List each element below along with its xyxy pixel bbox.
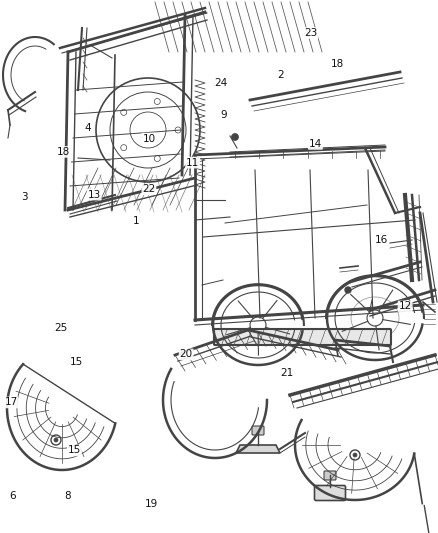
Text: 8: 8 [64, 491, 71, 500]
Text: 6: 6 [9, 491, 16, 500]
Text: 4: 4 [84, 123, 91, 133]
Text: 1: 1 [132, 216, 139, 226]
Text: 20: 20 [180, 350, 193, 359]
FancyBboxPatch shape [324, 471, 336, 480]
Text: 10: 10 [142, 134, 155, 143]
FancyBboxPatch shape [314, 486, 346, 500]
Text: 2: 2 [277, 70, 284, 79]
Text: 25: 25 [55, 323, 68, 333]
Text: 14: 14 [309, 139, 322, 149]
Circle shape [345, 287, 351, 293]
Text: 3: 3 [21, 192, 28, 202]
Circle shape [232, 133, 239, 141]
Text: 23: 23 [304, 28, 318, 38]
Text: 19: 19 [145, 499, 158, 508]
Circle shape [353, 453, 357, 457]
FancyBboxPatch shape [214, 329, 391, 345]
Text: 15: 15 [70, 358, 83, 367]
Text: 11: 11 [186, 158, 199, 167]
Text: 24: 24 [215, 78, 228, 87]
Circle shape [54, 438, 58, 442]
Text: 21: 21 [280, 368, 293, 378]
FancyBboxPatch shape [252, 426, 264, 435]
Text: 18: 18 [57, 147, 70, 157]
Text: 12: 12 [399, 302, 412, 311]
Text: 22: 22 [142, 184, 155, 194]
Text: 18: 18 [331, 59, 344, 69]
Text: 9: 9 [220, 110, 227, 119]
Polygon shape [236, 445, 280, 453]
Text: 16: 16 [374, 235, 388, 245]
Text: 15: 15 [68, 446, 81, 455]
Text: 17: 17 [4, 398, 18, 407]
Text: 13: 13 [88, 190, 101, 199]
